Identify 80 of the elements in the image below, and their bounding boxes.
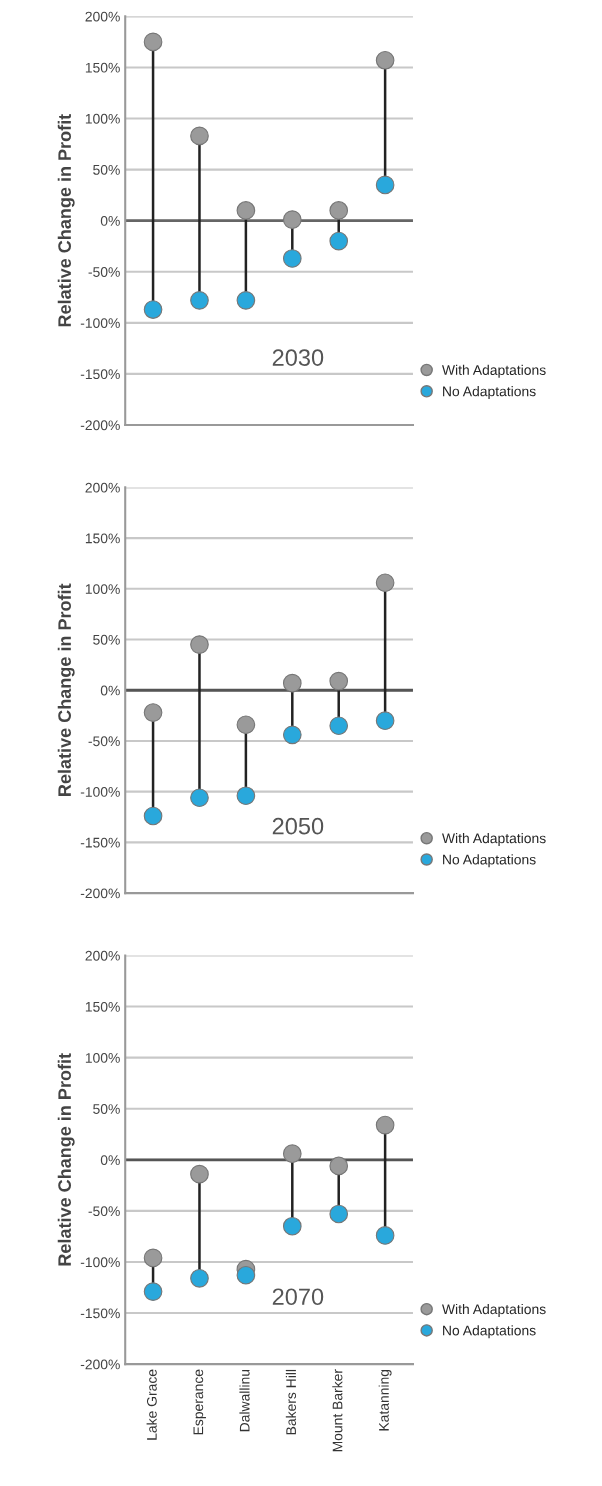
point bbox=[329, 231, 349, 251]
y-tick-label: 0% bbox=[100, 685, 120, 696]
point bbox=[190, 635, 209, 654]
point bbox=[143, 300, 163, 319]
point bbox=[143, 1248, 163, 1268]
point bbox=[282, 725, 302, 745]
point bbox=[190, 788, 209, 808]
point bbox=[190, 126, 209, 146]
x-tick-label: Katanning bbox=[378, 1369, 392, 1431]
point bbox=[375, 1226, 395, 1245]
y-tick-label: -150% bbox=[80, 369, 120, 380]
x-tick-label: Dalwallinu bbox=[239, 1369, 250, 1432]
legend-label: With Adaptations bbox=[442, 833, 546, 846]
point bbox=[236, 201, 256, 220]
point bbox=[143, 806, 163, 826]
annotation: 2030 bbox=[272, 349, 324, 366]
point bbox=[190, 1268, 209, 1288]
x-tick-label: Mount Barker bbox=[332, 1369, 343, 1452]
y-tick-label: -200% bbox=[80, 420, 120, 431]
y-tick-label: 150% bbox=[85, 1001, 120, 1012]
y-tick-label: 200% bbox=[85, 482, 120, 493]
point bbox=[375, 50, 395, 70]
x-tick-label: Bakers Hill bbox=[285, 1369, 297, 1435]
y-tick-label: -50% bbox=[88, 267, 120, 277]
point bbox=[375, 573, 395, 593]
y-tick-label: 50% bbox=[93, 1104, 120, 1114]
point bbox=[375, 175, 395, 195]
y-tick-label: 50% bbox=[93, 164, 120, 175]
point bbox=[282, 210, 302, 229]
point bbox=[190, 291, 209, 310]
point bbox=[329, 671, 349, 691]
point bbox=[236, 786, 256, 806]
point bbox=[329, 716, 349, 736]
point bbox=[282, 1216, 302, 1236]
legend-label: With Adaptations bbox=[442, 364, 546, 378]
y-tick-label: 0% bbox=[100, 216, 120, 226]
y-tick-label: 100% bbox=[85, 113, 120, 124]
point bbox=[282, 249, 302, 268]
y-tick-label: 50% bbox=[93, 634, 120, 645]
point bbox=[375, 1115, 395, 1135]
y-tick-label: 100% bbox=[85, 1052, 120, 1063]
y-tick-label: 200% bbox=[85, 950, 120, 961]
y-tick-label: 150% bbox=[85, 533, 120, 544]
legend-label: No Adaptations bbox=[443, 386, 536, 400]
point bbox=[143, 1282, 163, 1301]
point bbox=[143, 32, 163, 52]
point bbox=[282, 1144, 302, 1164]
annotation: 2050 bbox=[272, 817, 324, 835]
point bbox=[329, 201, 349, 220]
y-tick-label: -150% bbox=[80, 837, 120, 848]
y-tick-label: -200% bbox=[80, 1359, 120, 1370]
y-tick-label: 100% bbox=[85, 584, 120, 594]
y-tick-label: 200% bbox=[85, 11, 120, 22]
point bbox=[282, 673, 302, 693]
point bbox=[190, 1164, 209, 1184]
point bbox=[236, 291, 256, 310]
x-tick-label: Lake Grace bbox=[146, 1369, 157, 1440]
y-tick-label: -50% bbox=[88, 736, 120, 747]
y-tick-label: -50% bbox=[88, 1206, 120, 1217]
point bbox=[236, 715, 256, 735]
y-axis-title: Relative Change in Profit bbox=[57, 1053, 75, 1266]
legend-label: No Adaptations bbox=[443, 1325, 536, 1339]
y-tick-label: -150% bbox=[80, 1308, 120, 1319]
point bbox=[329, 1204, 349, 1224]
annotation: 2070 bbox=[272, 1288, 324, 1306]
y-tick-label: -100% bbox=[80, 1257, 120, 1268]
point bbox=[329, 1156, 349, 1176]
point bbox=[375, 711, 395, 731]
point bbox=[236, 1265, 256, 1285]
legend-label: No Adaptations bbox=[443, 854, 536, 868]
x-tick-label: Esperance bbox=[193, 1369, 206, 1435]
y-axis-title: Relative Change in Profit bbox=[57, 583, 75, 796]
y-tick-label: 0% bbox=[100, 1155, 120, 1165]
legend-label: With Adaptations bbox=[442, 1303, 546, 1317]
y-axis-title: Relative Change in Profit bbox=[57, 114, 75, 327]
y-tick-label: -100% bbox=[80, 787, 120, 797]
y-tick-label: -100% bbox=[80, 318, 120, 328]
y-tick-label: -200% bbox=[80, 888, 120, 899]
y-tick-label: 150% bbox=[85, 62, 120, 73]
point bbox=[143, 703, 163, 722]
